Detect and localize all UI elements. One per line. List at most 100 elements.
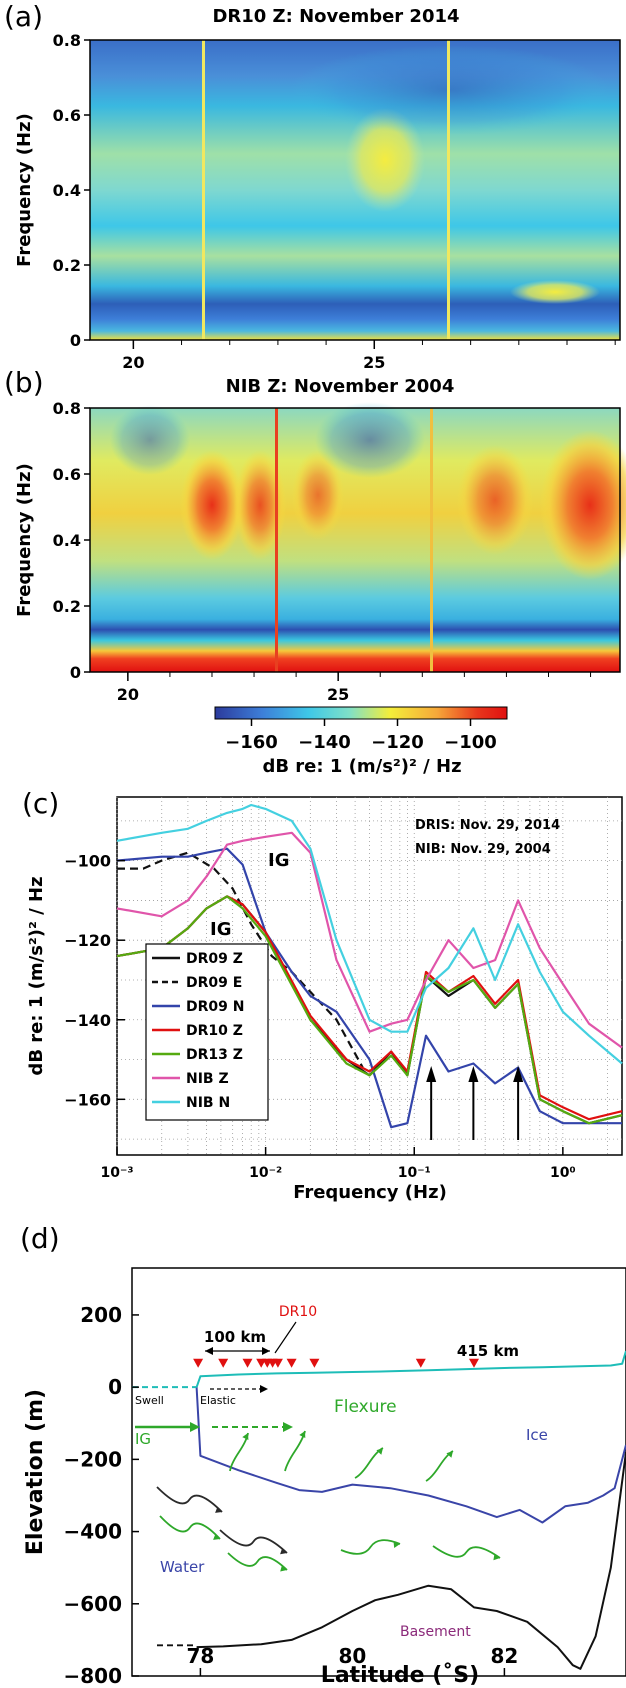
spectrogram-b-ytick-label: 0 bbox=[70, 663, 81, 682]
elastic-arrowhead bbox=[260, 1385, 268, 1393]
spectrogram-b-y-axis: 0 0.2 0.4 0.6 0.8 bbox=[53, 399, 90, 682]
station-dr10-pointer bbox=[274, 1321, 297, 1354]
spectrogram-b-x-axis: 20 25 bbox=[117, 672, 592, 704]
psd-ytick-label: −120 bbox=[64, 931, 111, 950]
spectrogram-a-burst-low bbox=[510, 280, 600, 304]
spectrogram-b-ytick-label: 0.6 bbox=[53, 465, 81, 484]
elevation-ytick-label: −200 bbox=[63, 1447, 122, 1471]
panel-d-letter: (d) bbox=[20, 1222, 60, 1255]
spectrogram-b-burst-3 bbox=[292, 450, 344, 540]
spectrogram-a-xtick-label: 25 bbox=[363, 353, 385, 372]
wave-arrowhead bbox=[242, 1433, 249, 1440]
spectrogram-a-ylabel: Frequency (Hz) bbox=[14, 113, 35, 267]
spectrogram-b-spike-2 bbox=[430, 408, 433, 672]
psd-xtick-label: 10⁻³ bbox=[100, 1165, 133, 1181]
panel-a-title: DR10 Z: November 2014 bbox=[212, 6, 459, 27]
ig-label: IG bbox=[135, 1430, 151, 1448]
elevation-lines bbox=[132, 1350, 626, 1670]
station-marker bbox=[242, 1358, 253, 1368]
psd-legend-label: DR13 Z bbox=[186, 1047, 243, 1063]
ig-dashed-arrowhead bbox=[283, 1422, 293, 1432]
basement-label: Basement bbox=[400, 1624, 471, 1640]
spectrogram-a-ytick-label: 0.8 bbox=[53, 31, 81, 50]
distance-arrowhead-right bbox=[262, 1347, 270, 1355]
spectrogram-a-xtick-label: 20 bbox=[122, 353, 144, 372]
panel-c-letter: (c) bbox=[22, 787, 59, 820]
spectrogram-b-ylabel: Frequency (Hz) bbox=[14, 463, 35, 617]
wave-arrowhead bbox=[213, 1533, 220, 1540]
spectrogram-a-burst bbox=[345, 108, 425, 212]
water-label: Water bbox=[160, 1558, 205, 1576]
spectrogram-a-spike-2 bbox=[447, 40, 450, 340]
psd-legend-label: DR09 N bbox=[186, 999, 244, 1015]
spectrogram-b-spike-1 bbox=[275, 408, 278, 672]
psd-lines bbox=[116, 803, 623, 1129]
colorbar-ticks: −160 −140 −120 −100 bbox=[225, 719, 497, 753]
spectrogram-b-xtick-label: 20 bbox=[117, 685, 139, 704]
ig-arrowhead bbox=[190, 1422, 200, 1432]
psd-legend-label: DR10 Z bbox=[186, 1023, 243, 1039]
wave-arrow bbox=[432, 1545, 501, 1559]
psd-legend-label: DR09 Z bbox=[186, 951, 243, 967]
spectrogram-a: (a) DR10 Z: November 2014 00.20.40.60.8 … bbox=[4, 0, 621, 372]
wave-arrow bbox=[159, 1515, 221, 1540]
elevation-series-ice-base bbox=[195, 1387, 626, 1524]
elevation-axes: 200 0 −200 −400 −600 −800 78 80 82 bbox=[63, 1303, 518, 1688]
spectrogram-b-burst-2 bbox=[234, 450, 286, 560]
wave-arrow bbox=[156, 1486, 223, 1513]
wave-arrowhead bbox=[493, 1553, 500, 1561]
colorbar bbox=[214, 706, 508, 720]
spectrogram-a-ytick-label: 0 bbox=[70, 331, 81, 350]
elevation-ytick-label: 200 bbox=[80, 1303, 122, 1327]
colorbar-tick-label: −120 bbox=[371, 732, 424, 753]
psd-xtick-label: 10⁻² bbox=[249, 1165, 282, 1181]
spectrogram-b-burst-5 bbox=[540, 430, 626, 580]
spectrogram-b-burst-1 bbox=[180, 450, 244, 560]
station-markers bbox=[193, 1358, 479, 1368]
elevation-ytick-label: −400 bbox=[63, 1520, 122, 1544]
psd-legend: DR09 Z DR09 E DR09 N DR10 Z DR13 Z NIB Z NIB N bbox=[145, 943, 269, 1121]
psd-series-dr09-e bbox=[117, 851, 364, 1069]
spectrogram-b: (b) NIB Z: November 2004 0 0.2 0.4 0.6 0.8 2… bbox=[4, 366, 626, 777]
elevation-profile: (d) DR10 100 km 415 km Swell Elastic Flexure I… bbox=[20, 1222, 626, 1688]
spectrogram-a-x-axis: 20 25 bbox=[122, 340, 616, 372]
distance-415km-label: 415 km bbox=[457, 1342, 519, 1360]
psd-axes: 10⁻³ 10⁻² 10⁻¹ 10⁰ −100 −120 −140 −160 bbox=[64, 852, 575, 1181]
psd-xtick-label: 10⁰ bbox=[550, 1165, 576, 1181]
psd-ytick-label: −160 bbox=[64, 1090, 111, 1109]
wave-arrowhead bbox=[215, 1506, 222, 1513]
psd-xlabel: Frequency (Hz) bbox=[293, 1182, 447, 1203]
psd-arrows bbox=[426, 1066, 524, 1140]
spectrogram-a-spike-1 bbox=[202, 40, 205, 340]
swell-label: Swell bbox=[135, 1394, 164, 1407]
elevation-xtick-label: 80 bbox=[338, 1644, 366, 1668]
psd-series-nib-z bbox=[116, 831, 623, 1049]
spectrogram-a-y-axis: 0 0.2 0.4 0.6 0.8 bbox=[53, 31, 90, 350]
psd-ytick-label: −140 bbox=[64, 1011, 111, 1030]
psd-ylabel: dB re: 1 (m/s²)² / Hz bbox=[26, 876, 47, 1075]
wave-arrowhead bbox=[280, 1547, 287, 1555]
panel-a-letter: (a) bbox=[4, 0, 43, 33]
distance-arrowhead-left bbox=[205, 1347, 213, 1355]
wave-arrowhead bbox=[376, 1448, 383, 1455]
station-dr10-label: DR10 bbox=[279, 1304, 317, 1320]
spectrogram-a-ytick-label: 0.6 bbox=[53, 106, 81, 125]
psd-series-dr13-z bbox=[116, 895, 623, 1125]
spectrogram-b-ytick-label: 0.4 bbox=[53, 531, 81, 550]
wave-arrow bbox=[340, 1539, 401, 1555]
station-marker bbox=[218, 1358, 229, 1368]
station-marker bbox=[193, 1358, 204, 1368]
psd-series-nib-n bbox=[116, 803, 623, 1065]
wave-arrowhead bbox=[299, 1431, 306, 1438]
spectrogram-b-ytick-label: 0.8 bbox=[53, 399, 81, 418]
wave-arrow bbox=[219, 1529, 288, 1554]
spectrogram-b-quiet-2 bbox=[110, 405, 190, 475]
psd-legend-box bbox=[145, 943, 269, 1121]
elevation-xtick-label: 82 bbox=[490, 1644, 518, 1668]
elevation-ytick-label: −600 bbox=[63, 1592, 122, 1616]
ice-label: Ice bbox=[526, 1426, 548, 1444]
spectrogram-b-burst-4 bbox=[457, 445, 533, 555]
psd-arrow-head bbox=[513, 1066, 524, 1082]
psd-annotation-dris: DRIS: Nov. 29, 2014 bbox=[415, 818, 560, 833]
